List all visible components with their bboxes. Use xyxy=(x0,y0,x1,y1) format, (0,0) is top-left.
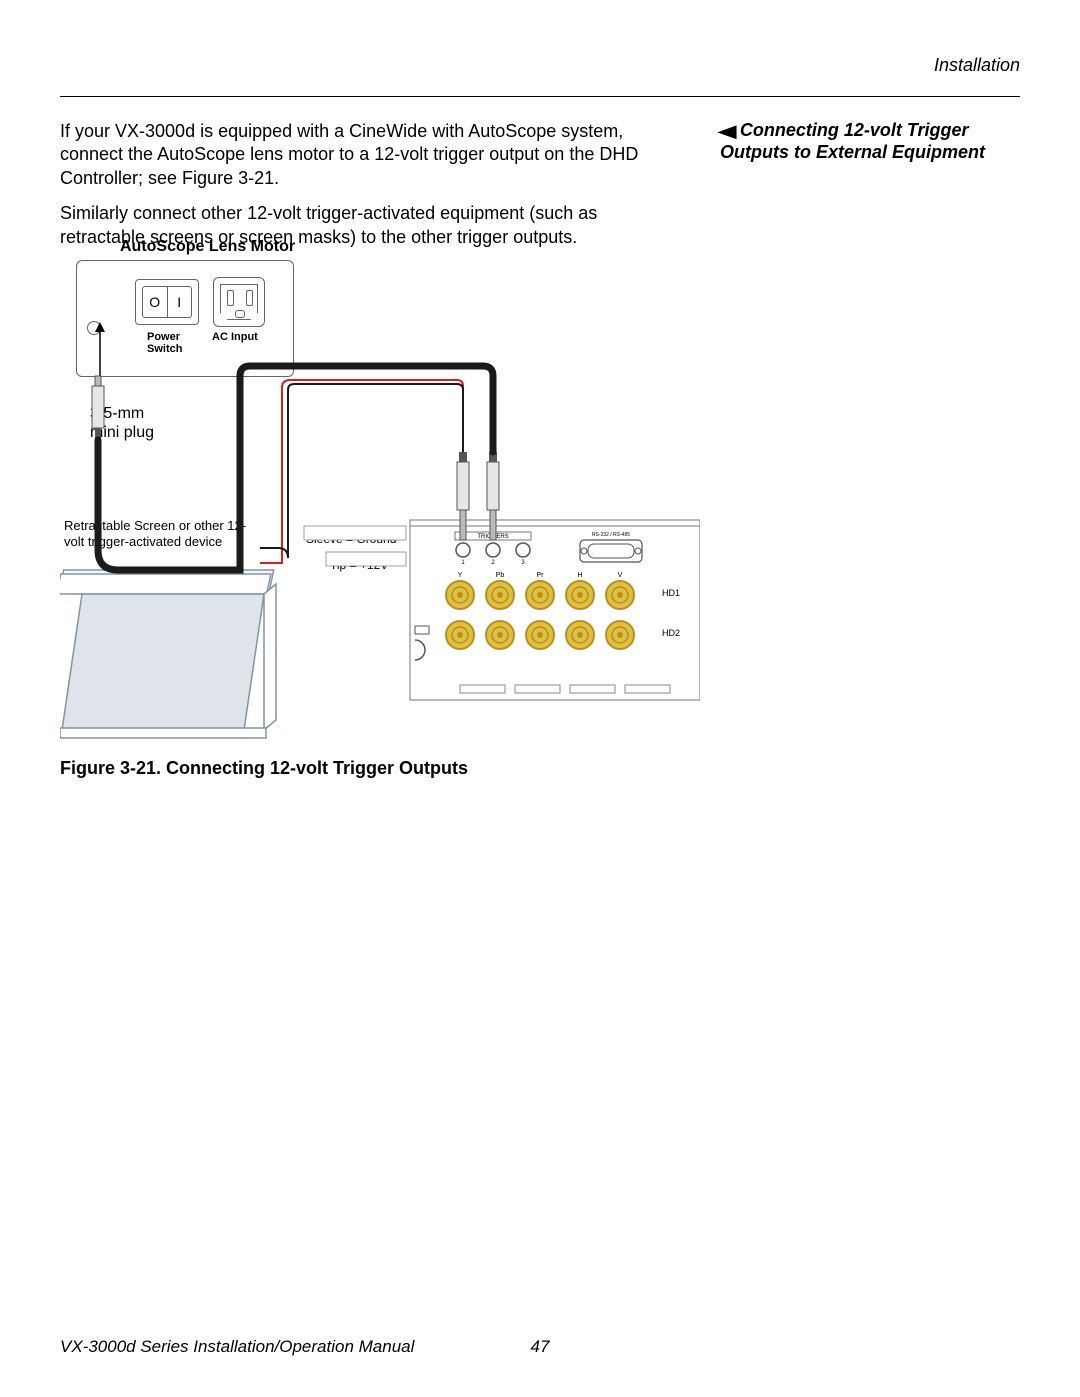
hd1-label: HD1 xyxy=(662,588,680,598)
controller-panel: TRIGGERS 1 2 3 RS-232 / RS-485 xyxy=(410,520,700,700)
figure-caption: Figure 3-21. Connecting 12-volt Trigger … xyxy=(60,758,468,779)
screen-device xyxy=(60,570,276,738)
left-arrow-icon: ◀ xyxy=(717,121,736,142)
page-number: 47 xyxy=(531,1337,550,1357)
svg-text:V: V xyxy=(618,572,623,579)
paragraph-1: If your VX-3000d is equipped with a Cine… xyxy=(60,120,680,190)
svg-text:Y: Y xyxy=(458,572,463,579)
plug-1 xyxy=(92,376,104,440)
svg-text:RS-232 / RS-485: RS-232 / RS-485 xyxy=(592,532,630,538)
svg-text:Pb: Pb xyxy=(496,572,505,579)
svg-text:Pr: Pr xyxy=(537,572,545,579)
sidebar-callout: ◀Connecting 12-volt Trigger Outputs to E… xyxy=(720,120,1020,163)
svg-text:H: H xyxy=(577,572,582,579)
rule xyxy=(60,96,1020,97)
sidebar-heading: Connecting 12-volt Trigger Outputs to Ex… xyxy=(720,120,985,162)
diagram-svg: TRIGGERS 1 2 3 RS-232 / RS-485 xyxy=(60,230,700,750)
running-head: Installation xyxy=(934,55,1020,76)
figure-3-21: AutoScope Lens Motor O I Power Switch AC… xyxy=(60,230,700,750)
footer-title: VX-3000d Series Installation/Operation M… xyxy=(60,1337,414,1357)
hd2-label: HD2 xyxy=(662,628,680,638)
